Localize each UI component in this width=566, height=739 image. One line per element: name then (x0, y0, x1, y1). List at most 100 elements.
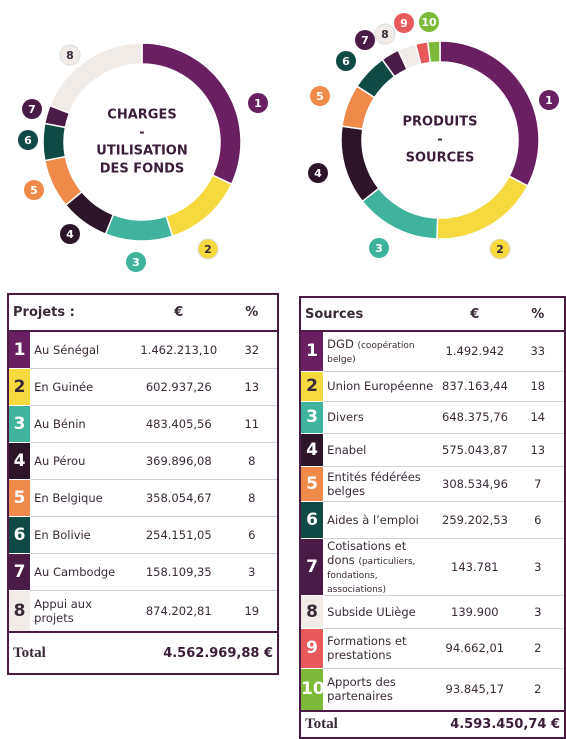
row-number: 4 (300, 433, 324, 467)
table-row: 8 Appui aux projets 874.202,81 19 (8, 590, 278, 633)
row-label-cell: Enabel (323, 433, 439, 467)
category-label: 5 (316, 90, 324, 103)
row-label-cell: Union Européenne (323, 371, 439, 402)
row-percent: 3 (511, 595, 565, 629)
row-label: Formations et prestations (327, 634, 407, 662)
donut-segment (426, 40, 441, 64)
row-label-cell: Au Cambodge (30, 553, 131, 591)
badge (22, 99, 42, 119)
category-label: 1 (254, 97, 262, 110)
row-number: 4 (8, 442, 31, 480)
row-amount: 139.900 (438, 595, 512, 629)
row-label: En Bolivie (34, 527, 91, 542)
category-label: 8 (66, 49, 74, 62)
category-label: 7 (361, 34, 369, 47)
donut-segment (340, 125, 380, 203)
row-amount: 648.375,76 (438, 401, 512, 434)
row-label-cell: Appui aux projets (30, 590, 131, 633)
badge (336, 51, 356, 71)
row-number: 1 (300, 331, 324, 372)
donut-segment (48, 42, 143, 115)
row-label: Appui aux projets (34, 596, 92, 625)
total-value: 4.562.969,88 € (130, 631, 278, 675)
row-label-cell: Au Bénin (30, 405, 131, 443)
row-number: 6 (300, 501, 324, 539)
table-row: 9 Formations et prestations 94.662,01 2 (300, 628, 565, 669)
row-label: En Belgique (34, 490, 103, 505)
table-row: 3 Divers 648.375,76 14 (300, 401, 565, 434)
row-amount: 143.781 (438, 538, 512, 596)
category-label: 5 (30, 184, 38, 197)
donut-segment (436, 175, 529, 240)
total-value: 4.593.450,74 € (438, 710, 565, 739)
header-cell: € (130, 294, 227, 332)
badge (355, 30, 375, 50)
badge (419, 12, 439, 32)
row-amount: 158.109,35 (130, 553, 227, 591)
center-title: CHARGES (107, 108, 176, 123)
badge (308, 163, 328, 183)
row-amount: 369.896,08 (130, 442, 227, 480)
header-cell: % (511, 297, 565, 332)
row-number: 5 (8, 479, 31, 517)
row-number: 9 (300, 628, 324, 669)
table-row: 6 En Bolivie 254.151,05 6 (8, 516, 278, 554)
row-amount: 575.043,87 (438, 433, 512, 467)
row-amount: 93.845,17 (438, 668, 512, 712)
table-row: 2 Union Européenne 837.163,44 18 (300, 371, 565, 402)
row-label: Entités fédérées belges (327, 469, 421, 498)
row-label: Cotisations et dons (327, 538, 407, 567)
row-amount: 1.492.942 (438, 331, 512, 372)
row-percent: 14 (511, 401, 565, 434)
category-label: 2 (204, 243, 212, 256)
row-label-cell: Divers (323, 401, 439, 434)
center-title: PRODUITS (402, 115, 477, 130)
row-percent: 19 (226, 590, 278, 633)
row-label: DGD (327, 337, 354, 352)
row-note: (coopération belge) (327, 341, 415, 366)
donut-segment (361, 187, 439, 240)
row-number: 2 (300, 371, 324, 402)
row-label: Au Bénin (34, 416, 86, 431)
row-number: 2 (8, 368, 31, 406)
row-number: 1 (8, 331, 31, 369)
badge (394, 13, 414, 33)
badge (248, 93, 268, 113)
row-label-cell: En Belgique (30, 479, 131, 517)
center-title: UTILISATION (96, 144, 187, 159)
table-row: 5 En Belgique 358.054,67 8 (8, 479, 278, 517)
category-label: 7 (28, 103, 36, 116)
badge (310, 86, 330, 106)
row-label-cell: Cotisations et dons (particuliers, fonda… (323, 538, 439, 596)
donut-segment (104, 213, 174, 242)
category-label: 3 (132, 256, 140, 269)
header-cell: Sources (300, 297, 439, 332)
badge (369, 238, 389, 258)
badge (126, 252, 146, 272)
header-cell: % (226, 294, 278, 332)
row-label-cell: Entités fédérées belges (323, 466, 439, 502)
category-label: 4 (66, 228, 74, 241)
row-percent: 2 (511, 668, 565, 712)
row-percent: 3 (511, 538, 565, 596)
category-label: 2 (496, 243, 504, 256)
row-percent: 33 (511, 331, 565, 372)
badge (24, 180, 44, 200)
row-number: 7 (8, 553, 31, 591)
row-percent: 11 (226, 405, 278, 443)
category-label: 8 (381, 28, 389, 41)
table: Projets : €% 1 Au Sénégal 1.462.213,10 32 2 En … (7, 293, 279, 675)
row-percent: 8 (226, 442, 278, 480)
center-title: DES FONDS (100, 162, 185, 177)
table-row: 8 Subside ULiège 139.900 3 (300, 595, 565, 629)
table: Sources €% 1 DGD (coopération belge) 1.492.9… (299, 296, 566, 739)
row-number: 3 (300, 401, 324, 434)
category-label: 9 (400, 17, 408, 30)
row-amount: 837.163,44 (438, 371, 512, 402)
row-percent: 32 (226, 331, 278, 369)
donut-segment (42, 122, 67, 162)
row-label: Au Sénégal (34, 342, 100, 357)
row-number: 3 (8, 405, 31, 443)
badge (60, 224, 80, 244)
category-label: 3 (375, 242, 383, 255)
